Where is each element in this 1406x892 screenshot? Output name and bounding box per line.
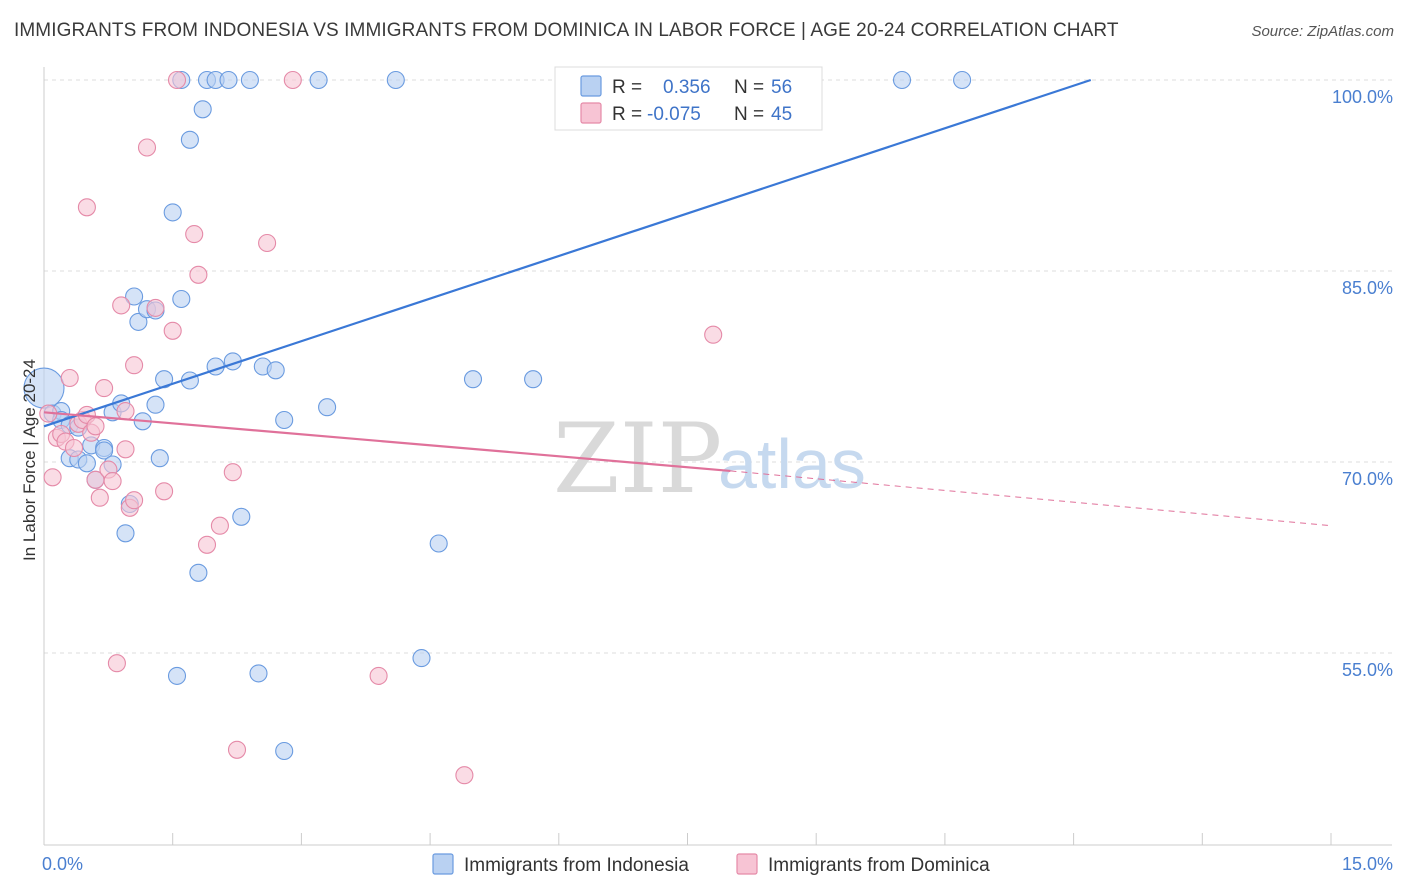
bottom-legend-label-dominica: Immigrants from Dominica [768, 855, 990, 876]
indonesia-trend-line [43, 78, 1092, 428]
dominica-point-38 [369, 666, 388, 685]
watermark-atlas: atlas [718, 425, 866, 503]
legend-box: R = 0.356 N = 56 R = -0.075 N = 45 [554, 66, 823, 131]
indonesia-point-24 [150, 449, 169, 468]
indonesia-point-22 [146, 395, 165, 414]
indonesia-point-55 [953, 70, 972, 90]
dominica-point-20 [116, 440, 135, 459]
indonesia-point-47 [318, 398, 337, 417]
legend-r-label-1: R = [612, 77, 642, 98]
source-label: Source: ZipAtlas.com [1251, 23, 1394, 40]
indonesia-point-45 [275, 410, 294, 430]
dominica-point-24 [125, 356, 144, 375]
y-tick-labels: 55.0% 70.0% 85.0% 100.0% [1332, 87, 1393, 680]
x-tick-label-1: 15.0% [1342, 854, 1393, 874]
bottom-legend-swatch-dominica [736, 853, 758, 875]
y-axis-label: In Labor Force | Age 20-24 [20, 359, 39, 561]
y-tick-label-3: 100.0% [1332, 87, 1393, 107]
indonesia-point-27 [167, 666, 187, 685]
axes [43, 67, 1392, 846]
indonesia-point-12 [95, 441, 114, 460]
dominica-point-40 [704, 325, 723, 344]
indonesia-point-32 [189, 563, 208, 582]
x-tick-label-0: 0.0% [42, 854, 83, 874]
dominica-point-36 [258, 233, 277, 253]
dominica-point-21 [116, 402, 135, 421]
indonesia-point-18 [125, 287, 144, 306]
indonesia-point-43 [266, 361, 285, 380]
legend-n-label-2: N = [734, 104, 764, 125]
dominica-trend-extension [730, 470, 1332, 527]
dominica-point-26 [146, 298, 165, 317]
dominica-point-39 [455, 766, 474, 785]
indonesia-point-48 [386, 70, 405, 90]
indonesia-point-49 [412, 649, 431, 668]
indonesia-point-16 [116, 524, 135, 543]
dominica-trend-line [43, 411, 731, 473]
trend-lines [43, 78, 1332, 527]
dominica-point-37 [283, 70, 302, 90]
dominica-point-31 [189, 265, 208, 284]
data-points [23, 70, 972, 785]
y-tick-label-2: 85.0% [1342, 278, 1393, 298]
indonesia-point-28 [172, 289, 191, 309]
bottom-legend-label-indonesia: Immigrants from Indonesia [464, 855, 689, 876]
dominica-point-17 [103, 472, 122, 491]
indonesia-point-40 [240, 70, 259, 90]
indonesia-point-41 [249, 664, 268, 683]
bottom-legend: Immigrants from Indonesia Immigrants fro… [432, 853, 990, 876]
y-tick-label-0: 55.0% [1342, 660, 1393, 680]
indonesia-point-19 [129, 312, 148, 331]
indonesia-point-26 [163, 203, 182, 222]
grid-lines [44, 79, 1392, 654]
legend-r-value-1: 0.356 [663, 77, 711, 98]
legend-swatch-indonesia [580, 75, 602, 97]
indonesia-point-37 [219, 70, 238, 90]
dominica-point-19 [112, 296, 131, 315]
dominica-point-29 [167, 70, 187, 90]
chart-title: IMMIGRANTS FROM INDONESIA VS IMMIGRANTS … [14, 20, 1119, 41]
y-tick-label-1: 70.0% [1342, 469, 1393, 489]
dominica-point-18 [107, 654, 126, 673]
dominica-point-27 [155, 482, 174, 501]
legend-n-label-1: N = [734, 77, 764, 98]
x-tick-labels: 0.0% 15.0% [42, 854, 1393, 874]
legend-n-value-2: 45 [771, 104, 792, 125]
dominica-point-6 [64, 438, 84, 458]
indonesia-point-31 [180, 130, 199, 149]
dominica-point-33 [210, 516, 229, 535]
indonesia-point-50 [429, 534, 448, 553]
legend-r-value-2: -0.075 [647, 104, 701, 125]
dominica-point-30 [185, 225, 204, 244]
dominica-point-12 [86, 417, 105, 436]
watermark: ZIP atlas [553, 403, 866, 515]
dominica-point-25 [137, 138, 157, 157]
indonesia-point-51 [463, 370, 483, 389]
dominica-point-23 [125, 491, 144, 510]
dominica-point-34 [223, 463, 242, 482]
indonesia-point-44 [275, 741, 294, 761]
legend-n-value-1: 56 [771, 77, 792, 98]
indonesia-point-33 [193, 100, 212, 119]
legend-swatch-dominica [580, 102, 602, 124]
dominica-point-32 [197, 535, 217, 554]
indonesia-point-54 [892, 70, 912, 90]
dominica-point-10 [77, 198, 96, 217]
dominica-point-5 [60, 368, 79, 388]
dominica-point-28 [163, 321, 182, 340]
indonesia-point-52 [524, 370, 543, 389]
bottom-legend-swatch-indonesia [432, 853, 454, 875]
indonesia-point-39 [232, 507, 251, 526]
indonesia-point-8 [77, 454, 96, 473]
dominica-point-35 [227, 740, 247, 759]
legend-r-label-2: R = [612, 104, 642, 125]
indonesia-point-46 [309, 70, 328, 90]
dominica-point-15 [95, 379, 114, 398]
dominica-point-14 [90, 488, 109, 507]
dominica-point-1 [43, 468, 62, 487]
